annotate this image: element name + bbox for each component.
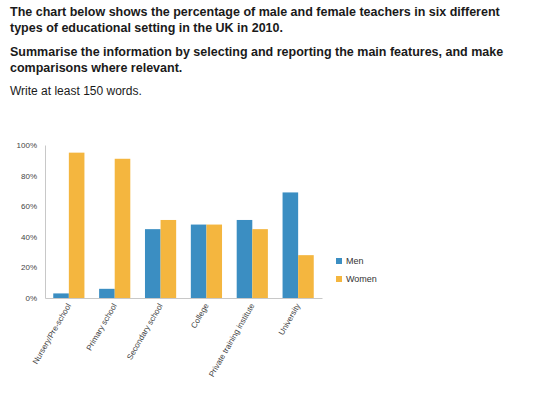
legend-item: Women: [336, 274, 377, 284]
y-tick-label: 40%: [21, 233, 37, 242]
y-tick-label: 80%: [21, 172, 37, 181]
legend-swatch: [336, 276, 342, 282]
x-tick: Nursery/Pre-school: [31, 298, 73, 366]
legend-label: Women: [346, 274, 377, 284]
bar: [191, 225, 207, 298]
legend-label: Men: [346, 256, 364, 266]
y-tick-label: 0%: [25, 294, 37, 303]
bars: [53, 153, 313, 298]
bar: [206, 225, 222, 298]
y-tick: 60%: [21, 202, 45, 211]
y-axis: 0% 20% 40% 60% 80% 100%: [17, 141, 46, 303]
bar: [53, 293, 69, 298]
bar: [69, 153, 85, 298]
x-tick-label: Private training institute: [207, 301, 257, 378]
legend-swatch: [336, 258, 342, 264]
x-tick: Primary school: [85, 298, 119, 352]
bar: [237, 220, 253, 298]
y-tick: 80%: [21, 172, 45, 181]
y-axis-line: [45, 146, 46, 299]
bar: [99, 289, 115, 298]
x-tick-label: Primary school: [85, 302, 119, 353]
bar: [252, 229, 268, 298]
bar: [298, 255, 314, 298]
x-tick: College: [189, 298, 211, 330]
x-axis: Nursery/Pre-school Primary schoolSecondar…: [31, 298, 323, 378]
legend-item: Men: [336, 256, 364, 266]
x-tick-label: College: [189, 301, 211, 329]
y-tick: 20%: [21, 263, 45, 272]
chart: 0% 20% 40% 60% 80% 100% Nursery/Pre-school Prim…: [0, 0, 552, 400]
y-tick-label: 100%: [17, 141, 37, 150]
bar: [161, 220, 177, 298]
x-tick-label: Secondary school: [125, 302, 165, 362]
x-tick: University: [277, 298, 302, 337]
subtitle: Summarise the information by selecting a…: [10, 44, 515, 76]
bar: [283, 192, 299, 298]
bar: [115, 159, 131, 298]
legend: Men Women: [336, 256, 377, 284]
y-tick: 40%: [21, 233, 45, 242]
y-tick: 0%: [25, 294, 45, 303]
prompt: The chart below shows the percentage of …: [10, 4, 515, 99]
title: The chart below shows the percentage of …: [10, 4, 515, 36]
bar: [145, 229, 161, 298]
y-tick: 100%: [17, 141, 45, 150]
x-tick-label: University: [277, 302, 302, 337]
y-tick-label: 20%: [21, 263, 37, 272]
x-axis-line: [46, 298, 323, 299]
x-tick: Secondary school: [125, 298, 165, 361]
x-tick: Private training institute: [207, 298, 257, 378]
y-tick-label: 60%: [21, 202, 37, 211]
annotation: Write at least 150 words.: [10, 84, 515, 99]
x-tick-label: Nursery/Pre-school: [31, 302, 73, 366]
